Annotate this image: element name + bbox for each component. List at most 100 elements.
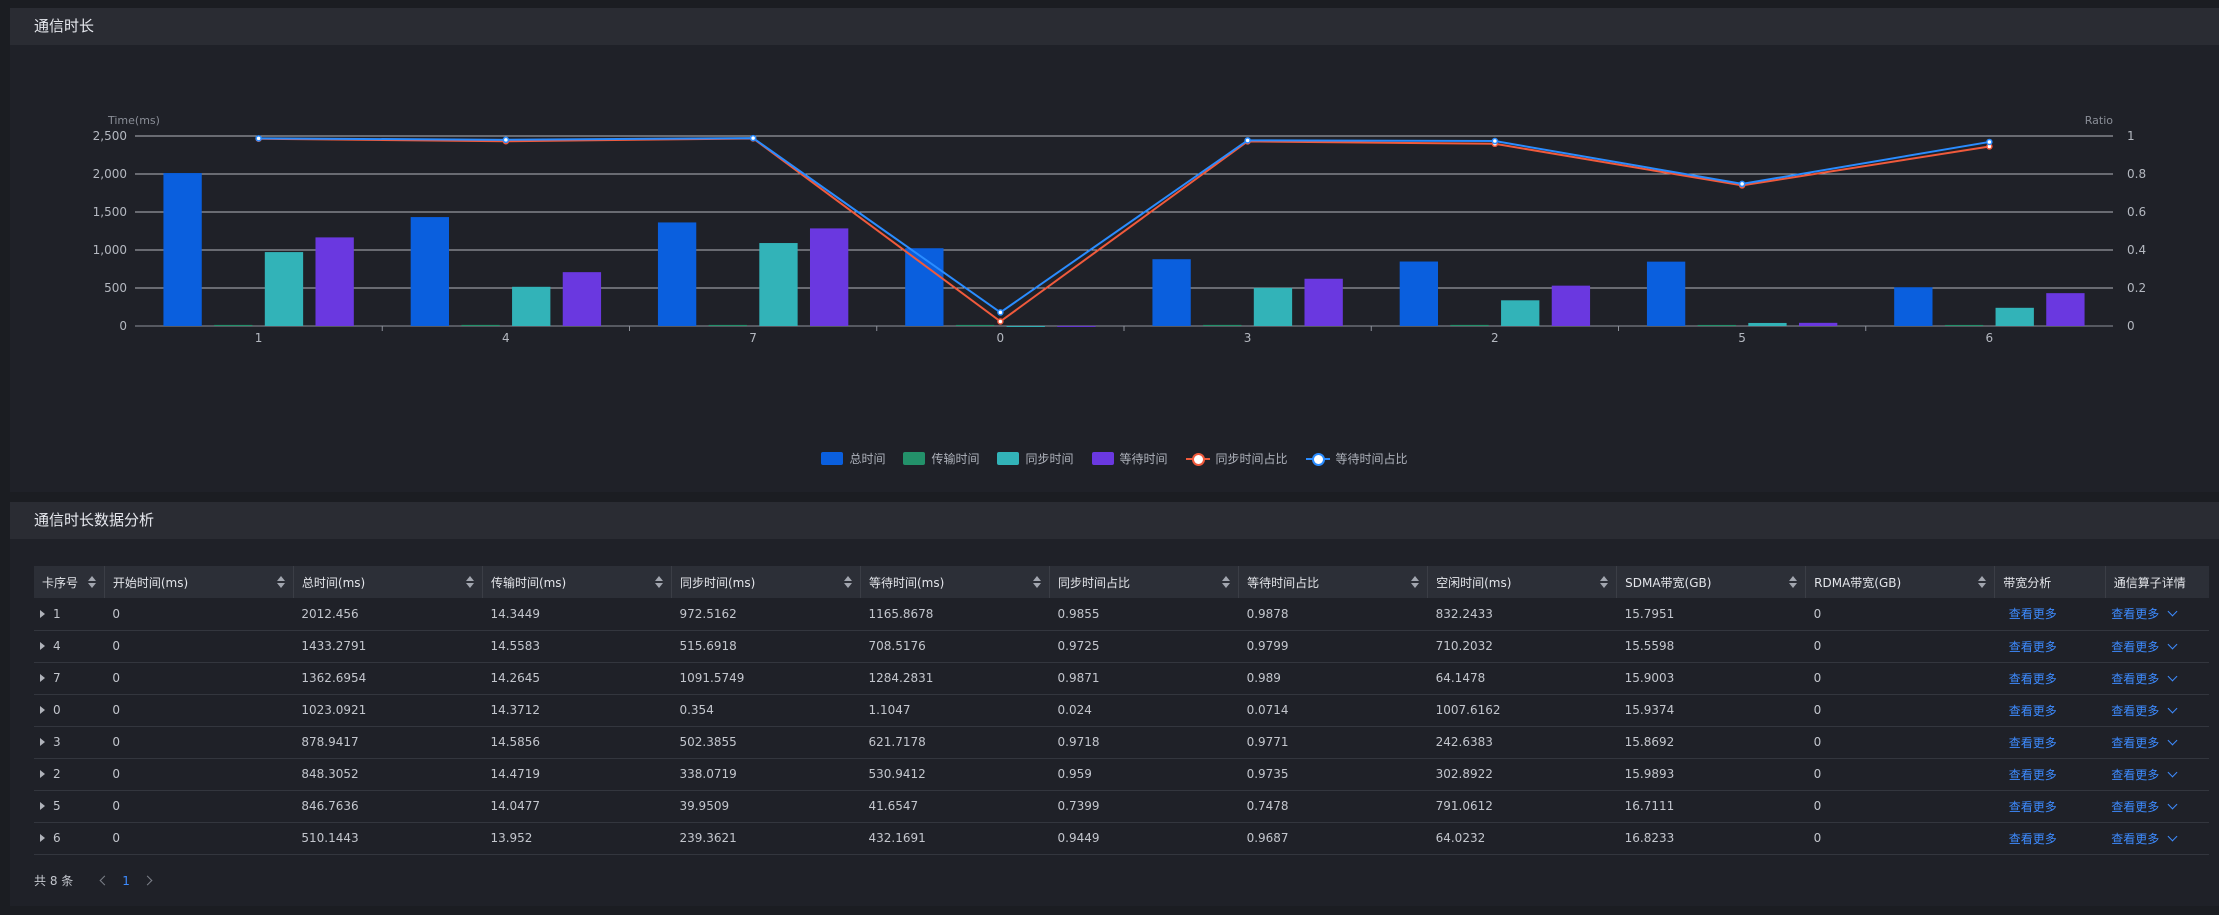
bar <box>708 324 747 326</box>
table-cell: 41.6547 <box>868 799 919 813</box>
column-header[interactable]: 等待时间(ms) <box>860 566 1051 598</box>
chevron-down-icon[interactable] <box>2167 606 2178 617</box>
bar <box>1152 259 1191 326</box>
column-header[interactable]: 空闲时间(ms) <box>1427 566 1618 598</box>
operator-view-more-link[interactable]: 查看更多 <box>2111 607 2160 622</box>
line-point <box>1986 138 1993 146</box>
table-cell: 832.2433 <box>1435 606 1493 621</box>
expand-row-icon[interactable] <box>40 834 45 842</box>
chevron-down-icon[interactable] <box>2167 735 2178 745</box>
y-tick-label: 0 <box>119 319 127 333</box>
table-cell: 64.1478 <box>1435 671 1486 685</box>
operator-view-more-link[interactable]: 查看更多 <box>2111 767 2160 782</box>
operator-detail-cell: 查看更多 <box>2105 630 2209 662</box>
prev-page-icon[interactable] <box>99 875 110 886</box>
legend-item[interactable]: 等待时间占比 <box>1305 450 1408 467</box>
y-tick-label: 2,000 <box>93 167 127 181</box>
operator-view-more-link[interactable]: 查看更多 <box>2111 671 2160 686</box>
table-cell: 0 <box>1813 639 1822 653</box>
line-point <box>502 136 510 144</box>
column-header[interactable]: 同步时间占比 <box>1049 566 1240 598</box>
legend-item[interactable]: 总时间 <box>821 450 885 467</box>
bandwidth-view-more-link[interactable]: 查看更多 <box>2008 799 2057 814</box>
expand-row-icon[interactable] <box>40 738 45 746</box>
bandwidth-view-more-link[interactable]: 查看更多 <box>2008 735 2057 750</box>
column-header[interactable]: 传输时间(ms) <box>482 566 672 598</box>
sort-icon[interactable] <box>1978 576 1987 588</box>
legend-label: 同步时间 <box>1025 452 1074 466</box>
sort-icon[interactable] <box>1789 576 1798 588</box>
chevron-down-icon[interactable] <box>2167 703 2178 713</box>
chevron-down-icon[interactable] <box>2167 671 2178 681</box>
y2-tick-label: 0.4 <box>2127 243 2146 257</box>
operator-view-more-link[interactable]: 查看更多 <box>2111 639 2160 654</box>
table-row: 4 0 1433.2791 14.5583 515.6918 708.5176 0.9725… <box>34 630 2209 662</box>
legend-item[interactable]: 同步时间 <box>997 450 1074 467</box>
operator-detail-cell: 查看更多 <box>2105 822 2209 854</box>
chevron-down-icon[interactable] <box>2167 799 2178 809</box>
sort-icon[interactable] <box>1411 576 1420 588</box>
card-index-cell: 7 <box>34 662 104 694</box>
legend-item[interactable]: 等待时间 <box>1091 450 1168 467</box>
table-cell: 530.9412 <box>868 767 926 781</box>
bar <box>315 237 354 326</box>
bar <box>1646 261 1686 326</box>
legend-item[interactable]: 传输时间 <box>903 450 979 467</box>
bar <box>657 222 697 326</box>
line-point <box>1244 137 1251 144</box>
bandwidth-view-more-link[interactable]: 查看更多 <box>2008 767 2057 782</box>
column-header[interactable]: 总时间(ms) <box>293 566 483 598</box>
column-header[interactable]: 同步时间(ms) <box>671 566 862 598</box>
sort-icon[interactable] <box>844 576 852 588</box>
x-tick-label: 5 <box>1738 331 1746 345</box>
legend-item[interactable]: 同步时间占比 <box>1185 450 1288 467</box>
bandwidth-analysis-cell: 查看更多 <box>1995 758 2106 790</box>
bandwidth-view-more-link[interactable]: 查看更多 <box>2008 607 2057 622</box>
column-header[interactable]: 开始时间(ms) <box>104 566 294 598</box>
bar <box>264 252 304 326</box>
operator-view-more-link[interactable]: 查看更多 <box>2111 799 2160 814</box>
sort-icon[interactable] <box>1033 576 1042 588</box>
bandwidth-view-more-link[interactable]: 查看更多 <box>2008 639 2057 654</box>
y2-tick-label: 0 <box>2127 319 2135 333</box>
chevron-down-icon[interactable] <box>2167 831 2178 841</box>
operator-view-more-link[interactable]: 查看更多 <box>2111 831 2160 846</box>
next-page-icon[interactable] <box>142 875 153 886</box>
sort-icon[interactable] <box>276 576 285 588</box>
column-header[interactable]: 卡序号 <box>34 566 105 598</box>
legend-swatch <box>997 452 1020 465</box>
bandwidth-view-more-link[interactable]: 查看更多 <box>2008 703 2057 718</box>
sort-icon[interactable] <box>654 576 663 588</box>
bandwidth-view-more-link[interactable]: 查看更多 <box>2008 831 2057 846</box>
expand-row-icon[interactable] <box>40 674 45 682</box>
bandwidth-view-more-link[interactable]: 查看更多 <box>2008 671 2057 686</box>
expand-row-icon[interactable] <box>40 609 45 618</box>
table-cell: 14.0477 <box>490 799 541 813</box>
y-tick-label: 1,000 <box>93 243 127 257</box>
column-header[interactable]: RDMA带宽(GB) <box>1805 566 1996 598</box>
chevron-down-icon[interactable] <box>2167 639 2178 649</box>
operator-view-more-link[interactable]: 查看更多 <box>2111 703 2160 718</box>
column-header-label: 同步时间占比 <box>1058 575 1131 590</box>
expand-row-icon[interactable] <box>40 706 45 714</box>
sort-icon[interactable] <box>465 576 474 588</box>
series-line <box>258 137 1990 323</box>
operator-view-more-link[interactable]: 查看更多 <box>2111 735 2160 750</box>
column-header[interactable]: SDMA带宽(GB) <box>1616 566 1807 598</box>
expand-row-icon[interactable] <box>40 642 45 650</box>
table-cell: 16.7111 <box>1624 799 1675 813</box>
sort-icon[interactable] <box>87 576 96 588</box>
chevron-down-icon[interactable] <box>2167 767 2178 777</box>
bandwidth-analysis-cell: 查看更多 <box>1995 694 2106 726</box>
page-number[interactable]: 1 <box>122 873 130 888</box>
expand-row-icon[interactable] <box>40 802 45 810</box>
expand-row-icon[interactable] <box>40 770 45 778</box>
line-point <box>749 134 757 142</box>
table-header-row: 卡序号 开始时间(ms) 总时间(ms) 传输时间(ms) 同步时间(ms) 等待时间(m… <box>34 566 2209 598</box>
card-index-cell: 6 <box>34 822 104 854</box>
sort-icon[interactable] <box>1600 576 1609 588</box>
column-header[interactable]: 等待时间占比 <box>1238 566 1429 598</box>
chart-legend: 总时间 传输时间 同步时间 等待时间 同步时间占比 等待时间占比 <box>10 450 2219 467</box>
table-cell: 338.0719 <box>679 767 737 781</box>
sort-icon[interactable] <box>1222 576 1231 588</box>
